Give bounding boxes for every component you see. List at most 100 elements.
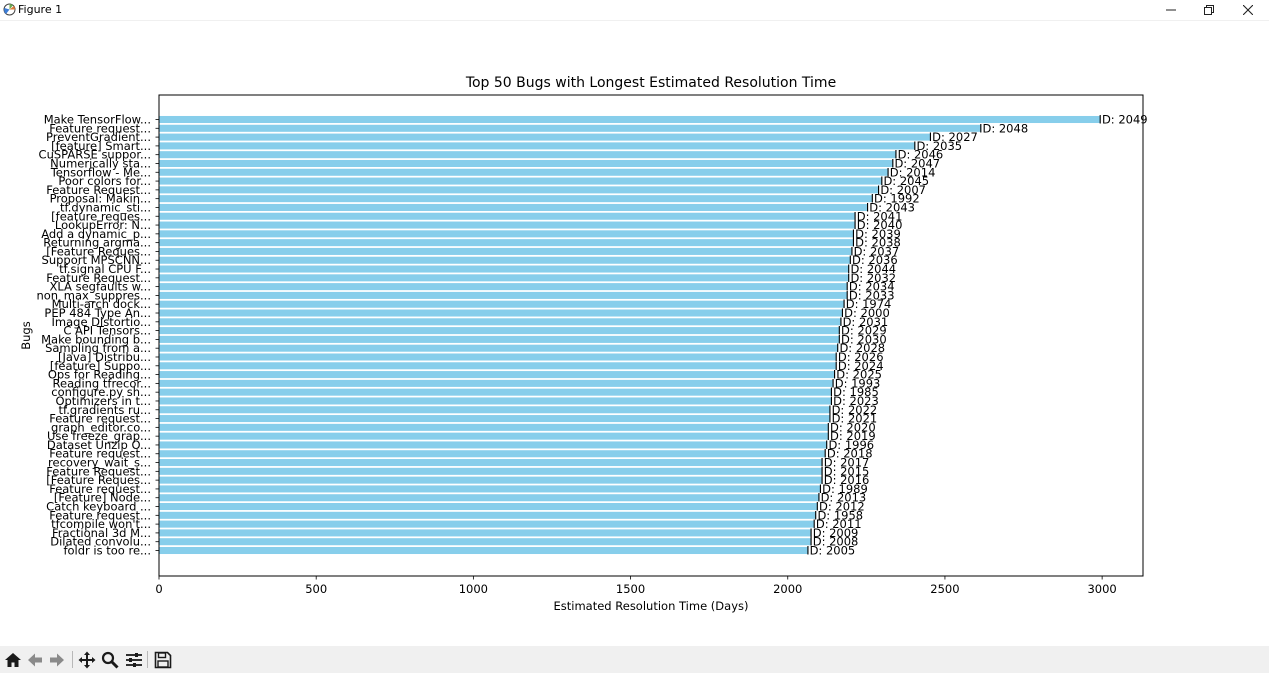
data-label: ID: 1974 bbox=[842, 297, 891, 311]
y-tick-label: [feature] Smart... bbox=[51, 139, 151, 153]
bar bbox=[159, 503, 818, 511]
data-label: ID: 2049 bbox=[1099, 113, 1148, 127]
data-label: ID: 2018 bbox=[823, 447, 872, 461]
x-tick-label: 1500 bbox=[616, 582, 645, 596]
pan-button[interactable] bbox=[77, 650, 97, 670]
bar bbox=[159, 520, 815, 528]
x-tick-label: 1000 bbox=[459, 582, 488, 596]
configure-subplots-button[interactable] bbox=[124, 650, 144, 670]
data-label: ID: 2012 bbox=[816, 500, 865, 514]
y-tick-label: Use freeze_grap... bbox=[47, 429, 151, 443]
y-tick-label: foldr is too re... bbox=[63, 544, 151, 558]
bar bbox=[159, 318, 842, 326]
y-tick-label: non_max_suppres... bbox=[36, 288, 151, 302]
toolbar-separator bbox=[147, 651, 148, 668]
data-label: ID: 2048 bbox=[979, 121, 1028, 135]
y-tick-label: Make TensorFlow... bbox=[44, 113, 151, 127]
y-tick-label: Feature request... bbox=[49, 121, 151, 135]
home-icon bbox=[5, 653, 21, 667]
y-tick-label: Support MPSCNN... bbox=[42, 253, 151, 267]
bar bbox=[159, 230, 854, 238]
y-tick-label: PEP 484 Type An... bbox=[44, 306, 151, 320]
forward-button[interactable] bbox=[47, 650, 67, 670]
bar bbox=[159, 494, 820, 502]
bar bbox=[159, 124, 982, 132]
y-tick-label: Dilated convolu... bbox=[50, 535, 151, 549]
data-label: ID: 1993 bbox=[831, 376, 880, 390]
y-tick-label: graph_editor.co... bbox=[51, 420, 151, 434]
y-tick-label: Image Distortio... bbox=[52, 315, 152, 329]
axes-frame bbox=[158, 94, 1144, 577]
bar bbox=[159, 256, 851, 264]
chart-title: Top 50 Bugs with Longest Estimated Resol… bbox=[465, 75, 836, 91]
data-label: ID: 2024 bbox=[834, 359, 883, 373]
y-tick-label: C API Tensors... bbox=[63, 324, 151, 338]
y-tick-label: tf.dynamic_sti... bbox=[60, 200, 151, 214]
y-tick-label: tf.gradients ru... bbox=[59, 403, 151, 417]
pan-icon bbox=[78, 651, 96, 669]
x-tick-label: 3000 bbox=[1087, 582, 1116, 596]
toolbar-separator bbox=[72, 651, 73, 668]
data-label: ID: 2045 bbox=[880, 174, 929, 188]
data-label: ID: 2019 bbox=[827, 429, 876, 443]
data-label: ID: 2035 bbox=[913, 139, 962, 153]
navigation-toolbar bbox=[0, 646, 1269, 673]
restore-icon bbox=[1204, 5, 1214, 15]
bar bbox=[159, 327, 840, 335]
data-label: ID: 2026 bbox=[834, 350, 883, 364]
bar bbox=[159, 371, 835, 379]
bar bbox=[159, 344, 839, 352]
data-label: ID: 2029 bbox=[838, 324, 887, 338]
minimize-button[interactable] bbox=[1151, 0, 1191, 20]
y-tick-label: Multi-arch dock... bbox=[52, 297, 151, 311]
bar bbox=[159, 177, 883, 185]
x-tick-label: 2500 bbox=[930, 582, 959, 596]
y-tick-label: Feature Request... bbox=[46, 183, 151, 197]
home-button[interactable] bbox=[3, 650, 23, 670]
data-label: ID: 2033 bbox=[845, 288, 894, 302]
y-tick-label: CuSPARSE suppor... bbox=[39, 148, 151, 162]
y-tick-label: tf.signal CPU F... bbox=[59, 262, 151, 276]
x-tick-label: 0 bbox=[155, 582, 162, 596]
y-tick-label: [Feature Reques... bbox=[46, 473, 151, 487]
figure-canvas[interactable]: Make TensorFlow... ID: 2049 Feature reques… bbox=[0, 20, 1269, 646]
y-tick-label: [Java] Distribu... bbox=[58, 350, 151, 364]
bar bbox=[159, 546, 809, 555]
window-titlebar: Figure 1 bbox=[0, 0, 1269, 21]
back-button[interactable] bbox=[25, 650, 45, 670]
y-tick-label: Feature Request... bbox=[46, 271, 151, 285]
y-tick-label: recovery_wait_s... bbox=[48, 456, 151, 470]
bar bbox=[159, 151, 897, 159]
data-label: ID: 1985 bbox=[830, 385, 879, 399]
data-label: ID: 2034 bbox=[845, 280, 894, 294]
data-label: ID: 2011 bbox=[812, 517, 861, 531]
y-tick-label: Tensorflow - Me... bbox=[50, 165, 151, 179]
close-button[interactable] bbox=[1228, 0, 1268, 20]
y-tick-label: Sampling from a... bbox=[45, 341, 151, 355]
save-button[interactable] bbox=[153, 650, 173, 670]
back-arrow-icon bbox=[28, 653, 42, 667]
data-label: ID: 2047 bbox=[891, 156, 940, 170]
bar bbox=[159, 406, 831, 414]
data-label: ID: 2017 bbox=[820, 456, 869, 470]
bar bbox=[159, 485, 821, 493]
y-tick-label: Proposal: Makin... bbox=[50, 192, 151, 206]
bar bbox=[159, 467, 823, 475]
bar bbox=[159, 195, 873, 203]
restore-button[interactable] bbox=[1189, 0, 1229, 20]
bar bbox=[159, 450, 826, 458]
data-label: ID: 2043 bbox=[866, 200, 915, 214]
y-tick-label: [Feature Reques... bbox=[46, 244, 151, 258]
y-tick-label: Returning argma... bbox=[43, 236, 151, 250]
data-label: ID: 2040 bbox=[853, 218, 902, 232]
bar bbox=[159, 476, 823, 484]
y-tick-label: Make bounding b... bbox=[41, 332, 151, 346]
bar bbox=[159, 133, 931, 141]
bar bbox=[159, 186, 879, 194]
bar bbox=[159, 397, 832, 405]
data-label: ID: 2009 bbox=[809, 526, 858, 540]
x-tick-label: 500 bbox=[305, 582, 327, 596]
data-label: ID: 2038 bbox=[852, 236, 901, 250]
y-tick-label: Optimizers in t... bbox=[55, 394, 151, 408]
zoom-button[interactable] bbox=[100, 650, 120, 670]
